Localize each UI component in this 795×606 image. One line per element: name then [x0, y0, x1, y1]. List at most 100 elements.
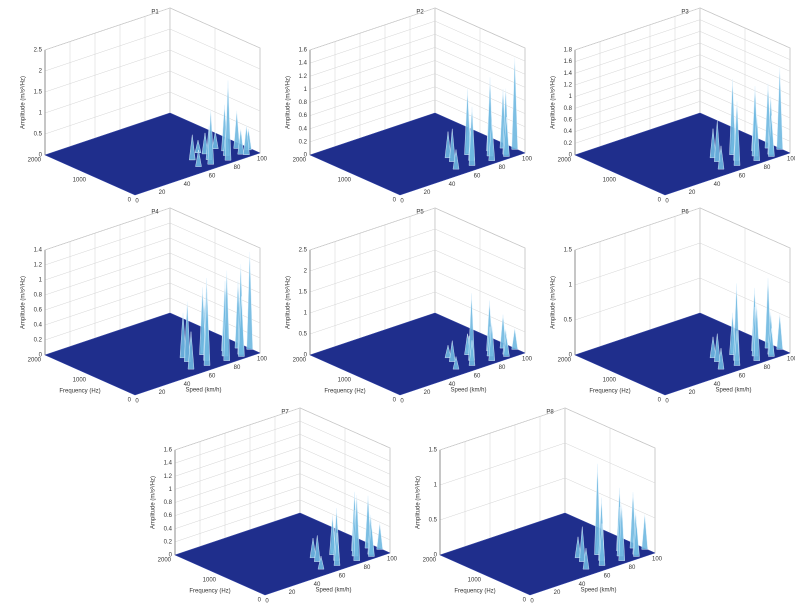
z-axis-label: Amplitude (m/s²/Hz)	[286, 76, 292, 129]
x-tick-label: 40	[714, 182, 721, 188]
z-axis-label: Amplitude (m/s²/Hz)	[551, 76, 557, 129]
z-tick-label: 2	[304, 269, 308, 275]
y-tick-label: 1000	[468, 578, 482, 584]
panel-title: P5	[416, 210, 424, 216]
z-tick-label: 0.4	[299, 126, 308, 132]
x-axis-label: Speed (km/h)	[715, 388, 751, 394]
z-axis-label: Amplitude (m/s²/Hz)	[21, 276, 27, 329]
z-tick-label: 1.2	[564, 83, 573, 89]
peak	[207, 109, 214, 165]
z-tick-label: 0.5	[34, 132, 43, 138]
z-tick-label: 0.6	[164, 513, 173, 519]
panel: 00.511.5020406080100010002000P8Amplitude…	[416, 407, 663, 605]
x-tick-label: 20	[424, 390, 431, 396]
x-tick-label: 80	[234, 165, 241, 171]
x-tick-label: 80	[499, 365, 506, 371]
peak	[309, 538, 317, 559]
panel: 00.511.522.5020406080100010002000P5Ampli…	[286, 207, 533, 405]
y-tick-label: 1000	[203, 578, 217, 584]
peak	[243, 125, 250, 155]
peak	[574, 536, 582, 559]
x-tick-label: 60	[474, 373, 481, 379]
z-tick-label: 1	[304, 87, 308, 93]
peak	[233, 110, 240, 149]
peak	[329, 515, 336, 555]
x-tick-label: 20	[289, 590, 296, 596]
z-tick-label: 0	[569, 153, 573, 159]
peak	[195, 149, 202, 167]
z-tick-label: 1.8	[564, 48, 573, 54]
z-tick-label: 1.5	[564, 248, 573, 254]
y-tick-label: 2000	[558, 158, 572, 164]
peak	[511, 57, 518, 150]
z-tick-label: 0.5	[564, 318, 573, 324]
x-tick-label: 80	[234, 365, 241, 371]
z-tick-label: 2.5	[299, 248, 308, 254]
z-tick-label: 1.5	[34, 90, 43, 96]
z-tick-label: 1.4	[564, 71, 573, 77]
y-tick-label: 1000	[603, 378, 617, 384]
peak	[238, 296, 245, 357]
z-tick-label: 1	[39, 111, 43, 117]
peak	[641, 514, 648, 550]
y-tick-label: 0	[393, 198, 397, 204]
z-tick-label: 0	[304, 153, 308, 159]
x-tick-label: 40	[314, 582, 321, 588]
peak	[376, 523, 383, 550]
y-tick-label: 0	[523, 598, 527, 604]
z-tick-label: 0.8	[299, 100, 308, 106]
panel: 00.20.40.60.811.21.41.61.802040608010001…	[551, 7, 795, 205]
panel-title: P8	[546, 410, 554, 416]
peak	[717, 145, 725, 170]
panel-title: P7	[281, 410, 289, 416]
peak	[488, 322, 495, 361]
peak	[594, 463, 601, 555]
z-tick-label: 1.5	[299, 290, 308, 296]
z-tick-label: 0	[304, 353, 308, 359]
x-tick-label: 60	[339, 573, 346, 579]
peak	[729, 78, 736, 155]
z-tick-label: 0	[169, 553, 173, 559]
x-axis-label: Speed (km/h)	[450, 388, 486, 394]
y-tick-label: 2000	[293, 358, 307, 364]
z-tick-label: 0.6	[299, 113, 308, 119]
x-tick-label: 100	[652, 557, 663, 563]
y-axis-label: Frequency (Hz)	[59, 389, 100, 395]
z-tick-label: 0.2	[564, 141, 573, 147]
x-tick-label: 80	[764, 365, 771, 371]
z-axis-label: Amplitude (m/s²/Hz)	[21, 76, 27, 129]
peak	[753, 304, 760, 361]
z-tick-label: 1	[169, 487, 173, 493]
x-tick-label: 100	[522, 157, 533, 163]
z-tick-label: 0.4	[34, 323, 43, 329]
z-tick-label: 0.5	[429, 518, 438, 524]
peak	[776, 67, 783, 150]
peak	[768, 328, 775, 357]
z-tick-label: 0.6	[564, 118, 573, 124]
peak	[368, 523, 375, 557]
z-tick-label: 1	[569, 283, 573, 289]
x-axis-label: Speed (km/h)	[185, 388, 221, 394]
z-tick-label: 0.8	[564, 106, 573, 112]
y-tick-label: 2000	[28, 358, 42, 364]
y-tick-label: 0	[258, 598, 262, 604]
z-tick-label: 0.4	[564, 129, 573, 135]
panel: 00.511.5020406080100010002000P6Amplitude…	[551, 207, 795, 405]
z-tick-label: 0	[39, 153, 43, 159]
z-tick-label: 2	[39, 69, 43, 75]
z-tick-label: 1.4	[164, 461, 173, 467]
panel: 00.20.40.60.811.21.41.602040608010001000…	[151, 407, 398, 605]
peak	[468, 106, 476, 166]
y-tick-label: 1000	[73, 378, 87, 384]
peak	[598, 523, 606, 566]
x-tick-label: 20	[554, 590, 561, 596]
z-tick-label: 1	[569, 94, 573, 100]
peak	[733, 330, 741, 366]
peak	[187, 331, 195, 370]
z-tick-label: 1.6	[299, 48, 308, 54]
y-tick-label: 0	[128, 398, 132, 404]
x-tick-label: 60	[739, 373, 746, 379]
x-tick-label: 20	[689, 390, 696, 396]
peak	[709, 128, 717, 159]
